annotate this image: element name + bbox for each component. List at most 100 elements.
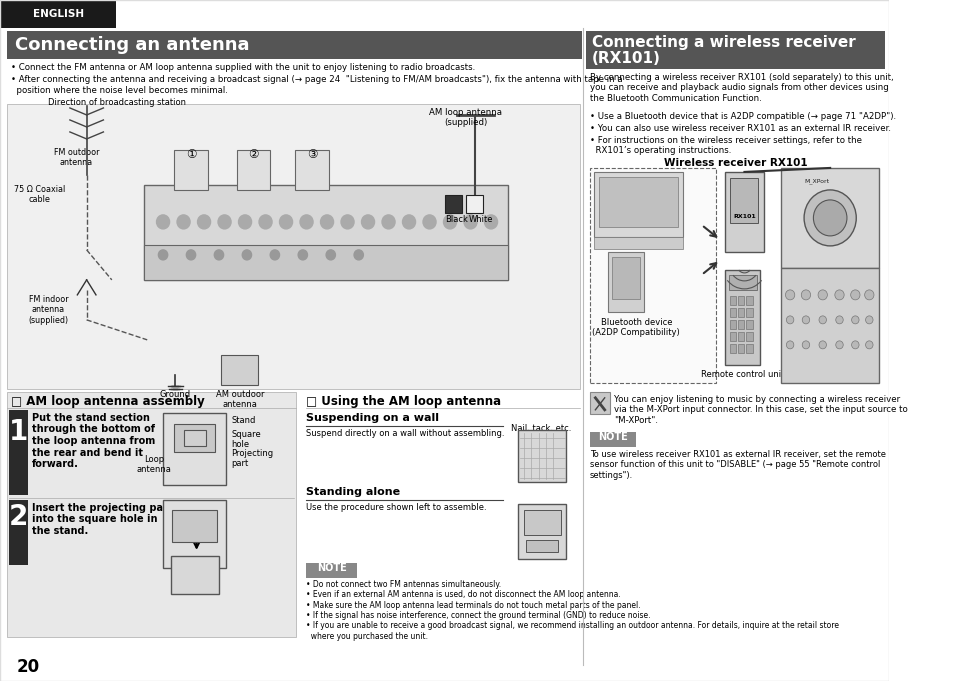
Text: Black: Black: [445, 215, 468, 224]
Circle shape: [242, 250, 252, 260]
Text: ENGLISH: ENGLISH: [33, 9, 84, 19]
Circle shape: [818, 316, 825, 324]
Bar: [183, 430, 206, 446]
Bar: [8, 104, 579, 389]
Text: Ground: Ground: [159, 390, 191, 399]
Text: Connecting an antenna: Connecting an antenna: [15, 36, 249, 54]
Bar: [163, 413, 226, 485]
Bar: [745, 320, 752, 329]
Text: Suspend directly on a wall without assembling.: Suspend directly on a wall without assem…: [305, 429, 503, 438]
Bar: [724, 270, 760, 365]
Circle shape: [784, 290, 794, 300]
Bar: [738, 344, 743, 353]
Bar: [729, 344, 736, 353]
Bar: [295, 150, 329, 190]
Bar: [589, 392, 610, 414]
Bar: [745, 308, 752, 317]
Circle shape: [801, 341, 809, 349]
Bar: [144, 245, 507, 280]
Bar: [174, 150, 208, 190]
Bar: [236, 150, 270, 190]
Bar: [0, 0, 116, 28]
Bar: [517, 430, 566, 481]
Bar: [729, 296, 736, 305]
Bar: [305, 563, 356, 577]
Text: Direction of broadcasting station: Direction of broadcasting station: [49, 98, 186, 107]
Circle shape: [834, 290, 843, 300]
Text: Remote control unit: Remote control unit: [700, 370, 783, 379]
Text: □ AM loop antenna assembly: □ AM loop antenna assembly: [11, 395, 205, 408]
Circle shape: [785, 341, 793, 349]
Circle shape: [422, 215, 436, 229]
Text: • Use a Bluetooth device that is A2DP compatible (→ page 71 "A2DP").: • Use a Bluetooth device that is A2DP co…: [589, 112, 895, 121]
Bar: [729, 308, 736, 317]
Text: NOTE: NOTE: [316, 563, 346, 573]
Circle shape: [818, 341, 825, 349]
Circle shape: [801, 290, 810, 300]
Text: M_XPort: M_XPort: [803, 178, 828, 184]
Bar: [738, 296, 743, 305]
Circle shape: [864, 341, 872, 349]
Bar: [745, 296, 752, 305]
Text: ②: ②: [248, 148, 258, 161]
Bar: [594, 172, 682, 237]
Text: 20: 20: [17, 658, 40, 676]
Bar: [738, 320, 743, 329]
Text: FM indoor
antenna
(supplied): FM indoor antenna (supplied): [29, 295, 69, 325]
Circle shape: [484, 215, 497, 229]
Text: Insert the projecting part
into the square hole in
the stand.: Insert the projecting part into the squa…: [31, 503, 172, 536]
Circle shape: [835, 316, 842, 324]
Text: • Do not connect two FM antennas simultaneously.
• Even if an external AM antenn: • Do not connect two FM antennas simulta…: [305, 580, 838, 641]
Circle shape: [270, 250, 279, 260]
Circle shape: [218, 215, 231, 229]
Circle shape: [186, 250, 195, 260]
Bar: [585, 31, 884, 69]
Circle shape: [813, 200, 846, 236]
Bar: [163, 500, 226, 568]
Circle shape: [402, 215, 416, 229]
Circle shape: [851, 341, 858, 349]
Text: RX101: RX101: [732, 214, 755, 219]
Bar: [728, 275, 756, 290]
Circle shape: [850, 290, 859, 300]
Text: Loop
antenna: Loop antenna: [136, 455, 171, 474]
Text: Wireless receiver RX101: Wireless receiver RX101: [663, 158, 807, 168]
Text: □ Using the AM loop antenna: □ Using the AM loop antenna: [305, 395, 500, 408]
Circle shape: [156, 215, 170, 229]
Text: • You can also use wireless receiver RX101 as an external IR receiver.: • You can also use wireless receiver RX1…: [589, 124, 890, 133]
Circle shape: [785, 316, 793, 324]
Bar: [10, 500, 28, 565]
Circle shape: [361, 215, 375, 229]
Text: ①: ①: [186, 148, 196, 161]
Bar: [526, 540, 558, 552]
Text: Stand: Stand: [231, 416, 255, 425]
Bar: [8, 31, 581, 59]
Bar: [174, 424, 215, 452]
Text: Use the procedure shown left to assemble.: Use the procedure shown left to assemble…: [305, 503, 486, 512]
Bar: [445, 195, 461, 213]
Bar: [612, 257, 639, 299]
Bar: [594, 237, 682, 249]
Bar: [517, 504, 566, 559]
Circle shape: [818, 290, 826, 300]
Circle shape: [863, 290, 873, 300]
Circle shape: [298, 250, 307, 260]
Bar: [171, 556, 219, 594]
Circle shape: [835, 341, 842, 349]
Circle shape: [851, 316, 858, 324]
Text: You can enjoy listening to music by connecting a wireless receiver
via the M-XPo: You can enjoy listening to music by conn…: [614, 395, 907, 425]
Text: position where the noise level becomes minimal.: position where the noise level becomes m…: [11, 86, 228, 95]
Circle shape: [158, 250, 168, 260]
Text: Square
hole: Square hole: [231, 430, 260, 449]
Text: Standing alone: Standing alone: [305, 487, 399, 497]
Text: • After connecting the antenna and receiving a broadcast signal (→ page 24  "Lis: • After connecting the antenna and recei…: [11, 75, 622, 84]
Bar: [608, 252, 643, 312]
Circle shape: [299, 215, 313, 229]
Text: To use wireless receiver RX101 as external IR receiver, set the remote
sensor fu: To use wireless receiver RX101 as extern…: [589, 450, 884, 479]
Text: By connecting a wireless receiver RX101 (sold separately) to this unit,
you can : By connecting a wireless receiver RX101 …: [589, 73, 892, 103]
Bar: [730, 178, 758, 223]
Circle shape: [354, 250, 363, 260]
Bar: [144, 185, 507, 280]
Circle shape: [443, 215, 456, 229]
Circle shape: [463, 215, 476, 229]
